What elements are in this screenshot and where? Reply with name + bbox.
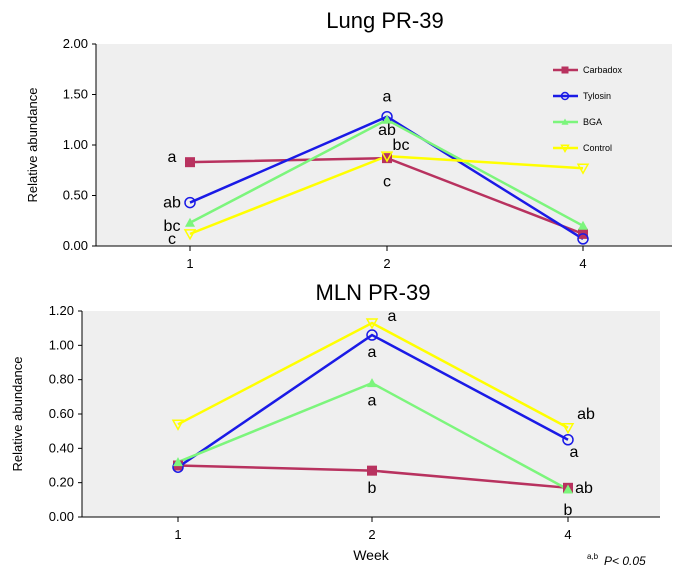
significance-label: a xyxy=(383,89,392,106)
y-tick-label: 0.20 xyxy=(49,475,74,490)
y-tick-label: 1.50 xyxy=(63,87,88,102)
legend-label-carbadox: Carbadox xyxy=(583,65,623,75)
y-tick-label: 0.60 xyxy=(49,406,74,421)
y-tick-label: 0.80 xyxy=(49,372,74,387)
data-point-bga xyxy=(185,217,195,227)
significance-label: a xyxy=(388,308,397,325)
data-point-tylosin xyxy=(577,233,589,245)
y-tick-label: 0.00 xyxy=(63,238,88,253)
legend-marker-tylosin xyxy=(560,91,570,101)
legend: Carbadox Tylosin BGA Control xyxy=(553,65,623,154)
lung-chart: Lung PR-39 Relative abundance 0.00 0.50 1.… xyxy=(25,8,672,271)
significance-label: a xyxy=(368,344,377,361)
y-tick-label: 2.00 xyxy=(63,36,88,51)
data-point-control xyxy=(380,151,394,163)
significance-label: ab xyxy=(577,406,595,423)
significance-label: c xyxy=(383,173,391,190)
footnote: a,b P< 0.05 xyxy=(587,552,646,568)
mln-chart-title: MLN PR-39 xyxy=(316,280,431,305)
y-tick-label: 1.00 xyxy=(49,337,74,352)
legend-marker-carbadox xyxy=(561,66,569,74)
significance-label: c xyxy=(168,231,176,248)
lung-x-ticks: 1 2 4 xyxy=(186,246,587,271)
data-point-carbadox xyxy=(185,157,195,168)
lung-y-ticks: 0.00 0.50 1.00 1.50 2.00 xyxy=(63,36,96,253)
x-tick-label: 1 xyxy=(174,527,181,542)
data-point-carbadox xyxy=(382,153,392,164)
significance-label: b xyxy=(368,480,377,497)
mln-x-ticks: 1 2 4 xyxy=(174,517,572,542)
x-tick-label: 2 xyxy=(383,256,390,271)
significance-label: ab xyxy=(378,122,396,139)
significance-label: ab xyxy=(163,195,181,212)
data-point-bga xyxy=(578,220,588,230)
significance-label: ab xyxy=(575,480,593,497)
x-tick-label: 4 xyxy=(564,527,571,542)
mln-plot-area xyxy=(82,311,660,517)
mln-y-axis-label: Relative abundance xyxy=(10,357,25,472)
mln-chart: MLN PR-39 Relative abundance Week 0.000.… xyxy=(10,280,660,563)
legend-marker-control xyxy=(560,144,570,154)
legend-label-control: Control xyxy=(583,143,612,153)
data-point-tylosin xyxy=(184,196,196,209)
mln-series-markers xyxy=(171,318,575,494)
lung-y-axis-label: Relative abundance xyxy=(25,88,40,203)
data-point-control xyxy=(561,422,575,435)
significance-label: a xyxy=(368,392,377,409)
data-point-control xyxy=(365,318,379,330)
y-tick-label: 0.40 xyxy=(49,440,74,455)
y-tick-label: 0.50 xyxy=(63,188,88,203)
legend-label-tylosin: Tylosin xyxy=(583,91,611,101)
legend-marker-bga xyxy=(561,118,569,125)
series-line-tylosin xyxy=(177,333,569,469)
y-tick-label: 0.00 xyxy=(49,509,74,524)
data-point-tylosin xyxy=(366,329,378,341)
significance-label: b xyxy=(564,502,573,519)
data-point-tylosin xyxy=(562,434,574,446)
data-point-control xyxy=(576,163,590,175)
lung-plot-area xyxy=(96,44,672,246)
significance-label: bc xyxy=(393,137,410,154)
mln-y-ticks: 0.00 0.20 0.40 0.60 0.80 1.00 1.20 xyxy=(49,303,82,524)
x-tick-label: 4 xyxy=(579,256,586,271)
lung-chart-title: Lung PR-39 xyxy=(326,8,443,33)
y-tick-label: 1.20 xyxy=(49,303,74,318)
legend-label-bga: BGA xyxy=(583,117,602,127)
mln-x-axis-label: Week xyxy=(353,547,390,563)
data-point-bga xyxy=(173,457,183,467)
footnote-text: P< 0.05 xyxy=(604,554,646,568)
significance-label: bc xyxy=(164,218,181,235)
data-point-bga xyxy=(367,378,377,388)
y-tick-label: 1.00 xyxy=(63,137,88,152)
x-tick-label: 2 xyxy=(368,527,375,542)
series-line-control xyxy=(177,321,569,429)
data-point-bga xyxy=(563,484,573,494)
x-tick-label: 1 xyxy=(186,256,193,271)
data-point-control xyxy=(183,229,197,241)
lung-series-markers xyxy=(183,110,590,245)
significance-label: a xyxy=(570,444,579,461)
footnote-superscript: a,b xyxy=(587,552,599,561)
data-point-control xyxy=(171,419,185,431)
significance-label: a xyxy=(168,149,177,166)
data-point-bga xyxy=(382,114,392,124)
data-point-carbadox xyxy=(367,465,377,476)
